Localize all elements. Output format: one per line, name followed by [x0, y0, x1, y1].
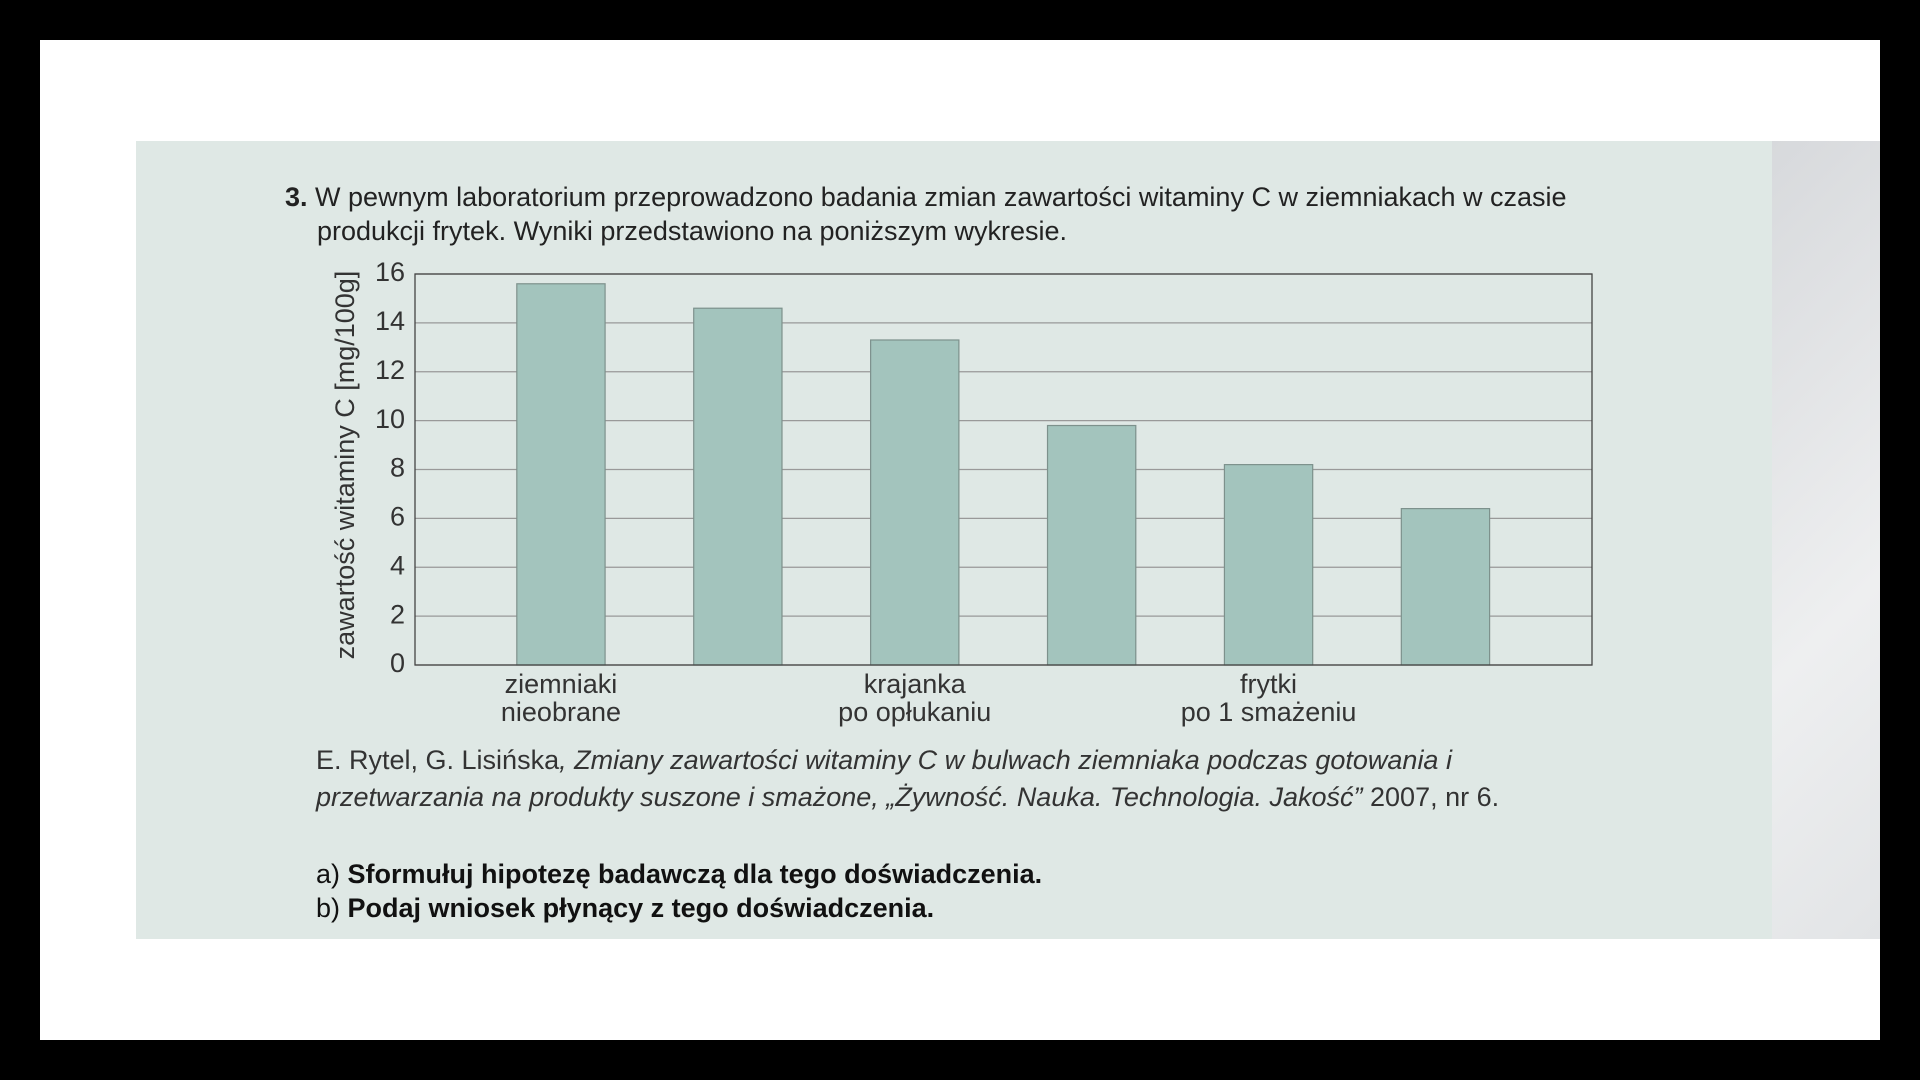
bar: [1046, 424, 1137, 666]
question-number: 3.: [285, 182, 308, 212]
y-tick-label: 16: [375, 257, 405, 287]
y-tick-label: 8: [390, 453, 405, 483]
x-tick-label: krajanka po opłukaniu: [838, 669, 991, 727]
task: a) Sformułuj hipotezę badawczą dla tego …: [316, 857, 1042, 891]
question-text: W pewnym laboratorium przeprowadzono bad…: [315, 182, 1567, 246]
source-title: , Zmiany zawartości witaminy C w bulwach…: [316, 745, 1452, 812]
task-text: Podaj wniosek płynący z tego doświadczen…: [347, 893, 935, 923]
source: E. Rytel, G. Lisińska, Zmiany zawartości…: [316, 742, 1616, 816]
y-tick-label: 0: [390, 648, 405, 678]
x-tick-label-line: nieobrane: [501, 697, 621, 727]
bar: [1400, 508, 1491, 666]
x-tick-label-line: po 1 smażeniu: [1181, 697, 1357, 727]
y-tick-label: 14: [375, 306, 405, 336]
y-tick-label: 4: [390, 550, 405, 580]
x-tick-label: frytki po 1 smażeniu: [1181, 669, 1357, 727]
side-strip: [1772, 141, 1880, 939]
x-tick-label-line: ziemniaki: [505, 669, 618, 699]
x-tick-label-line: krajanka: [864, 669, 967, 699]
plot-frame: [414, 273, 1593, 666]
source-details: 2007, nr 6.: [1362, 782, 1500, 812]
y-tick-label: 10: [375, 404, 405, 434]
task-letter: a): [316, 859, 341, 889]
y-axis-label: zawartość witaminy C [mg/100g]: [330, 271, 360, 660]
y-tick-label: 12: [375, 355, 405, 385]
x-tick-label-line: frytki: [1240, 669, 1297, 699]
y-tick-label: 6: [390, 502, 405, 532]
task-text: Sformułuj hipotezę badawczą dla tego doś…: [347, 859, 1043, 889]
y-tick-label: 2: [390, 599, 405, 629]
source-authors: E. Rytel, G. Lisińska: [316, 745, 560, 775]
bar: [516, 283, 606, 666]
x-tick-label-line: po opłukaniu: [838, 697, 991, 727]
tasks: a) Sformułuj hipotezę badawczą dla tego …: [316, 857, 1042, 925]
bar: [693, 307, 783, 666]
task-letter: b): [316, 893, 341, 923]
task: b) Podaj wniosek płynący z tego doświadc…: [316, 891, 1042, 925]
x-tick-label: ziemniaki nieobrane: [501, 669, 621, 727]
bar: [1223, 464, 1314, 666]
bar: [870, 339, 960, 666]
question: 3. W pewnym laboratorium przeprowadzono …: [285, 180, 1677, 248]
